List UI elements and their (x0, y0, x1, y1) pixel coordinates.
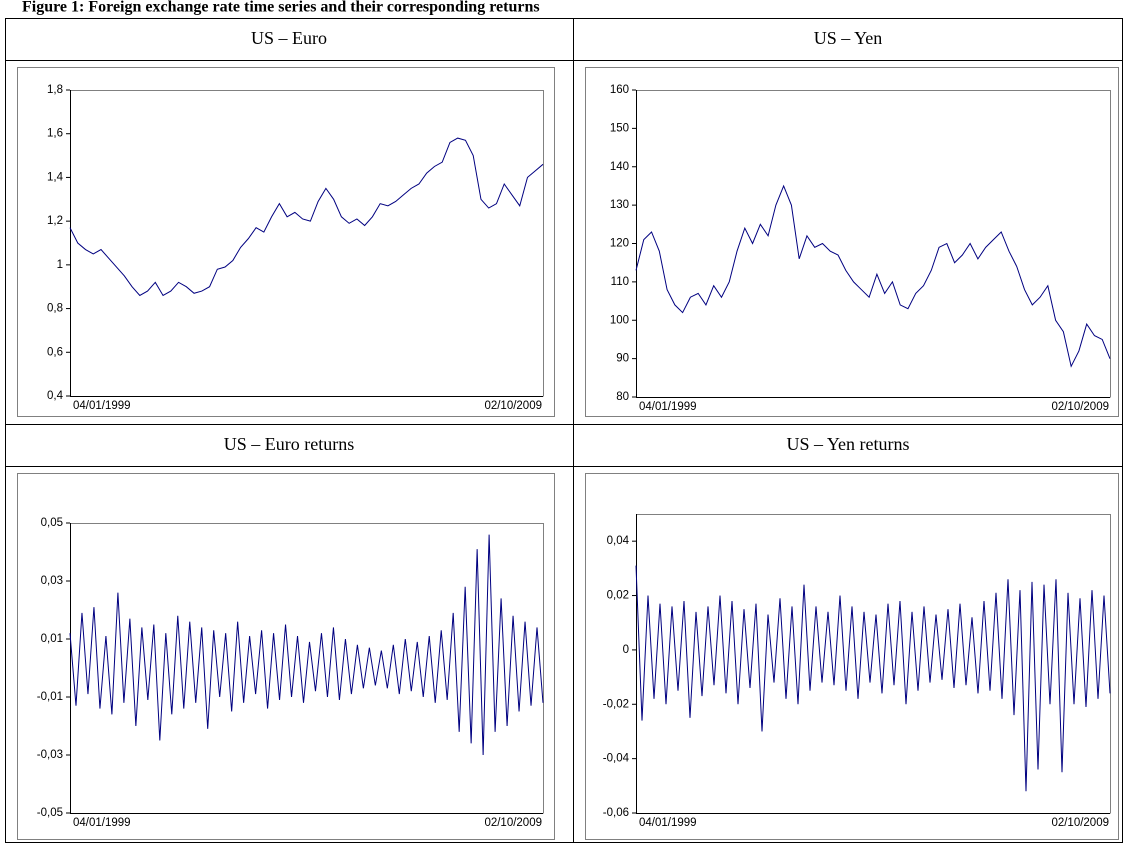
y-tick-label: 130 (610, 199, 629, 211)
table-grid (5, 18, 1123, 843)
y-tick-label: 1,4 (47, 171, 64, 183)
y-tick-label: 140 (610, 161, 629, 173)
plot-border (70, 523, 544, 814)
y-tick-label: 120 (610, 238, 629, 250)
y-tick-label: 150 (610, 122, 629, 134)
y-tick-label: 1,8 (47, 84, 63, 96)
series-line (635, 565, 1111, 792)
x-tick-label: 04/01/1999 (639, 401, 697, 413)
y-tick-label: -0,05 (37, 807, 63, 819)
chart-frame (585, 473, 1119, 840)
x-tick-label: 04/01/1999 (639, 817, 697, 829)
panel-header: US – Euro (251, 28, 327, 48)
y-tick-label: -0,01 (37, 691, 63, 703)
plot-border (70, 90, 544, 397)
x-tick-label: 04/01/1999 (73, 400, 131, 412)
y-tick-label: 1,2 (47, 215, 63, 227)
chart-frame (17, 67, 555, 417)
x-tick-label: 02/10/2009 (484, 817, 542, 829)
figure-title: Figure 1: Foreign exchange rate time ser… (22, 0, 540, 16)
x-tick-label: 02/10/2009 (484, 400, 542, 412)
y-tick-label: 0,02 (607, 590, 629, 602)
panel-header: US – Euro returns (224, 434, 354, 454)
panel-header: US – Yen returns (786, 434, 909, 454)
y-tick-label: 0,03 (41, 575, 63, 587)
series-line (635, 184, 1111, 368)
x-tick-label: 04/01/1999 (73, 817, 131, 829)
y-tick-label: 0 (623, 644, 629, 656)
x-tick-label: 02/10/2009 (1051, 401, 1109, 413)
plot-border (636, 90, 1111, 398)
y-tick-label: 0,05 (41, 517, 63, 529)
y-tick-label: 110 (611, 276, 629, 288)
y-tick-label: -0,03 (37, 749, 63, 761)
series-line (69, 137, 544, 297)
plot-border (636, 514, 1111, 814)
y-tick-label: 0,04 (607, 535, 630, 547)
y-tick-label: -0,04 (603, 753, 630, 765)
x-tick-label: 02/10/2009 (1051, 817, 1109, 829)
series-line (69, 534, 544, 756)
chart-frame (585, 67, 1119, 417)
y-tick-label: 0,4 (47, 390, 64, 402)
y-tick-label: 160 (610, 84, 629, 96)
y-tick-label: 1,6 (47, 128, 63, 140)
y-tick-label: 80 (616, 391, 629, 403)
y-tick-label: 1 (57, 259, 63, 271)
y-tick-label: -0,02 (603, 698, 629, 710)
y-tick-label: 0,01 (41, 633, 63, 645)
y-tick-label: -0,06 (603, 807, 629, 819)
y-tick-label: 0,8 (47, 303, 63, 315)
y-tick-label: 100 (610, 314, 629, 326)
panel-header: US – Yen (814, 28, 883, 48)
y-tick-label: 0,6 (47, 346, 63, 358)
y-tick-label: 90 (616, 353, 629, 365)
